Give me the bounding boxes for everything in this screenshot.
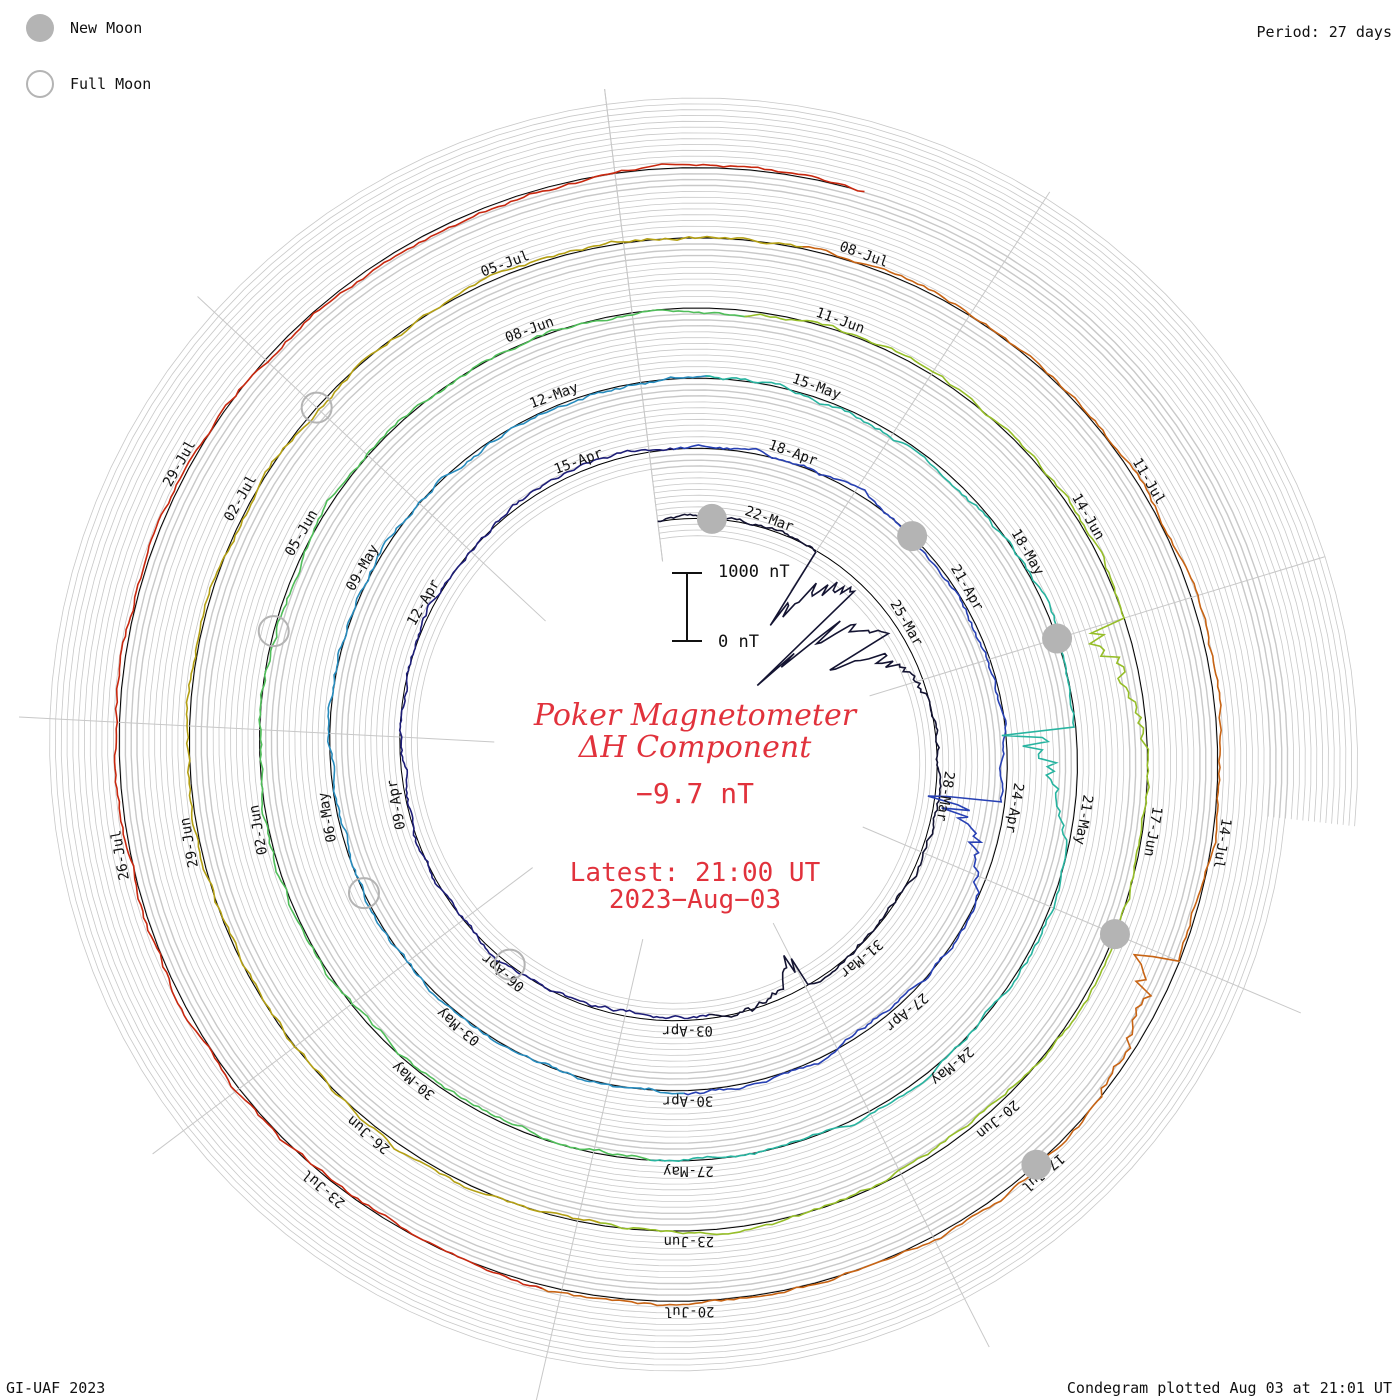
period-label: Period: 27 days xyxy=(1256,23,1392,41)
grid-spoke xyxy=(790,191,1051,592)
date-label: 31-Mar xyxy=(837,936,886,981)
grid-spiral xyxy=(60,109,1347,1360)
grid-spiral xyxy=(95,144,1312,1325)
date-label: 12-Apr xyxy=(404,577,443,629)
new-moon-marker xyxy=(1099,919,1130,950)
grid-spiral xyxy=(136,184,1271,1285)
data-trace xyxy=(258,309,750,1161)
date-label: 27-May xyxy=(663,1163,714,1179)
grid-spoke xyxy=(862,826,1301,1014)
latest-time: Latest: 21:00 UT xyxy=(569,858,821,888)
legend-full-moon: Full Moon xyxy=(26,68,151,100)
grid-spiral xyxy=(84,132,1324,1337)
data-trace xyxy=(657,513,942,1018)
date-label: 11-Jul xyxy=(1129,456,1168,508)
full-moon-marker xyxy=(257,615,290,648)
grid-spiral xyxy=(72,120,1335,1349)
date-label: 30-Apr xyxy=(663,1092,714,1108)
grid-spoke xyxy=(197,296,546,622)
chart-subtitle: ΔH Component xyxy=(578,730,812,765)
footer-plot-time: Condegram plotted Aug 03 at 21:01 UT xyxy=(1066,1379,1392,1397)
date-label: 03-Apr xyxy=(662,1022,713,1038)
footer-credit: GI-UAF 2023 xyxy=(6,1379,106,1397)
latest-date: 2023−Aug−03 xyxy=(608,885,782,915)
grid-spiral xyxy=(101,149,1306,1320)
full-moon-marker xyxy=(347,877,380,910)
date-label: 09-May xyxy=(343,542,382,594)
new-moon-marker xyxy=(1042,623,1073,654)
chart-title: Poker Magnetometer xyxy=(533,698,857,733)
date-label: 24-May xyxy=(928,1043,977,1088)
new-moon-icon xyxy=(26,14,54,42)
date-label: 20-Jul xyxy=(664,1303,715,1319)
data-trace xyxy=(113,163,865,1290)
date-label: 05-Jun xyxy=(282,507,321,559)
data-trace xyxy=(326,375,711,1095)
grid-spiral xyxy=(78,126,1329,1343)
latest-block: Latest: 21:00 UT 2023−Aug−03 xyxy=(450,860,940,914)
grid-spoke xyxy=(772,922,990,1348)
data-trace xyxy=(185,235,809,1224)
grid-spoke xyxy=(19,716,495,743)
grid-spiral xyxy=(66,115,1341,1354)
date-label: 27-Apr xyxy=(882,989,931,1034)
data-trace xyxy=(398,447,710,1020)
current-value: −9.7 nT xyxy=(635,777,754,810)
date-label: 14-Jun xyxy=(1068,491,1107,543)
data-trace xyxy=(673,444,1007,1096)
legend-new-moon-label: New Moon xyxy=(70,19,143,37)
date-label: 25-Mar xyxy=(886,597,925,649)
full-moon-icon xyxy=(26,70,54,98)
scale-top-label: 1000 nT xyxy=(718,562,790,582)
grid-spoke xyxy=(869,556,1325,697)
grid-spoke xyxy=(604,89,664,562)
new-moon-marker xyxy=(1021,1149,1052,1180)
title-block: Poker Magnetometer ΔH Component xyxy=(450,700,940,764)
date-label: 29-Jul xyxy=(160,438,199,490)
date-label: 23-Jun xyxy=(663,1233,714,1249)
grid-spoke xyxy=(535,938,644,1400)
scale-bottom-label: 0 nT xyxy=(718,632,759,652)
grid-spoke xyxy=(152,867,533,1155)
data-trace xyxy=(535,246,1223,1307)
grid-spiral xyxy=(89,138,1318,1331)
grid-spiral xyxy=(55,103,1353,1366)
legend-full-moon-label: Full Moon xyxy=(70,75,152,93)
data-trace xyxy=(594,313,1150,1236)
legend-new-moon: New Moon xyxy=(26,12,142,44)
full-moon-marker xyxy=(493,948,526,981)
new-moon-marker xyxy=(696,503,727,534)
full-moon-marker xyxy=(300,391,333,424)
new-moon-marker xyxy=(897,521,928,552)
data-trace xyxy=(645,375,1075,1163)
